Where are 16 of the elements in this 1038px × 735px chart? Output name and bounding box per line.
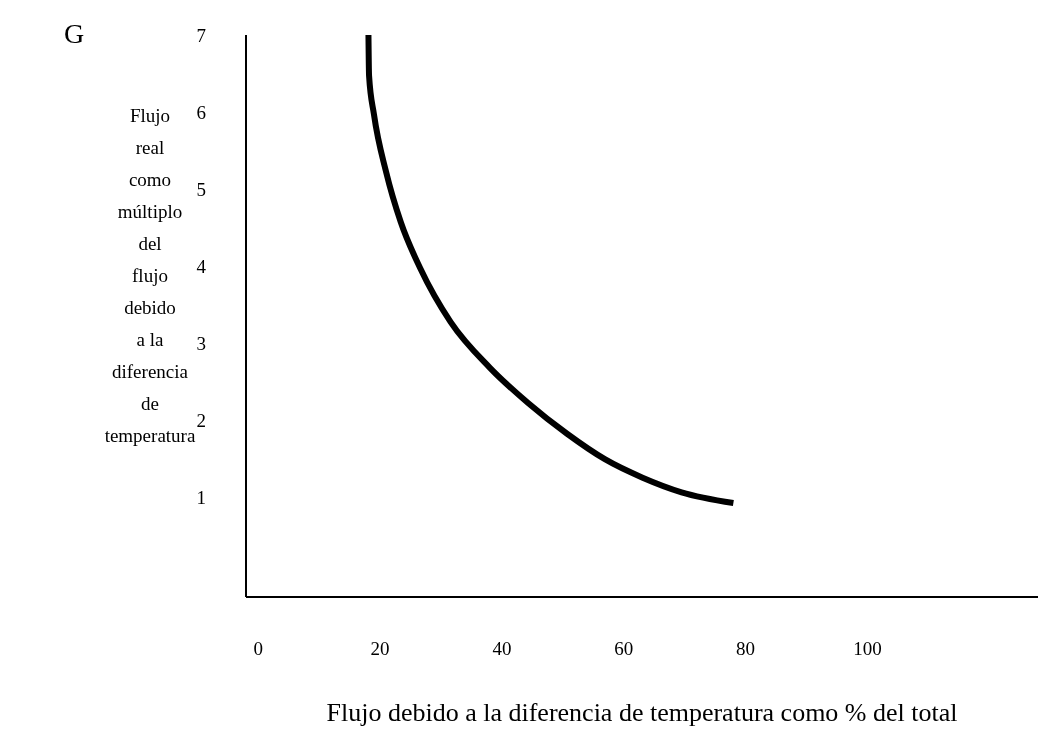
- y-tick-label: 7: [196, 24, 206, 46]
- x-tick-label: 80: [736, 638, 756, 660]
- y-tick-label: 1: [196, 486, 206, 508]
- y-tick-label: 4: [196, 255, 207, 277]
- y-tick-label: 3: [196, 332, 206, 354]
- x-tick-label: 100: [853, 638, 882, 660]
- x-tick-label: 0: [253, 638, 263, 660]
- y-tick-label: 6: [196, 101, 206, 123]
- x-tick-label: 20: [370, 638, 390, 660]
- y-tick-label: 2: [196, 409, 206, 431]
- text: Flujo real como múltiplo del flujo debido a la diferencia de temperatura: [104, 105, 196, 446]
- x-tick-label: 60: [614, 638, 634, 660]
- text: G: [64, 18, 85, 50]
- x-tick-label: 40: [492, 638, 512, 660]
- y-tick-label: 5: [196, 178, 206, 200]
- x-axis-title: Flujo debido a la diferencia de temperatura como % del total: [326, 698, 958, 727]
